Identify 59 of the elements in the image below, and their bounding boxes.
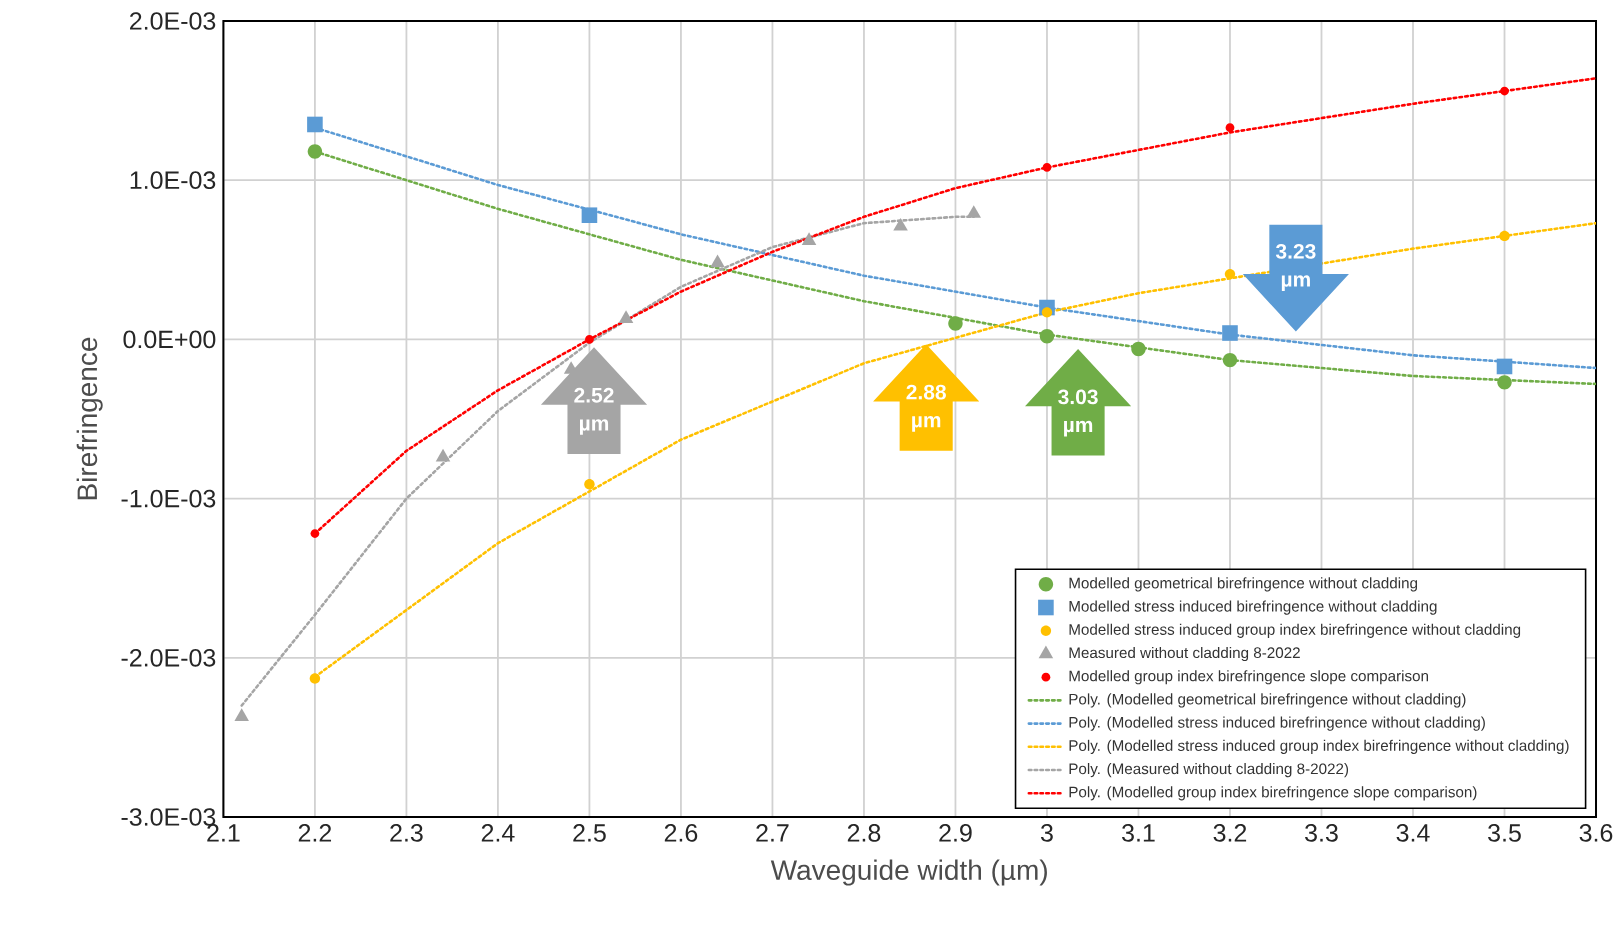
y-tick-label: 2.0E-03 — [130, 12, 216, 30]
x-tick-label: 3.5 — [1488, 824, 1521, 842]
y-tick-label: 0.0E+00 — [123, 330, 216, 349]
point — [1497, 375, 1512, 390]
point — [584, 479, 595, 490]
x-tick-label: 2.9 — [939, 824, 972, 842]
point — [307, 116, 323, 133]
point — [585, 334, 594, 344]
legend-label: Poly. (Modelled stress induced birefringence without cladding) — [1069, 716, 1485, 731]
point — [307, 144, 323, 159]
point — [1499, 230, 1510, 242]
point — [1222, 325, 1238, 341]
x-tick-label: 2.6 — [664, 824, 698, 842]
legend-label: Measured without cladding 8-2022 — [1069, 646, 1300, 662]
point — [1224, 268, 1236, 280]
x-tick-label: 3.2 — [1213, 824, 1247, 842]
x-tick-label: 3.4 — [1396, 824, 1430, 842]
x-tick-label: 2.2 — [298, 824, 332, 842]
legend-label: Modelled group index birefringence slope comparison — [1069, 670, 1428, 685]
point — [1042, 163, 1052, 172]
point — [581, 207, 598, 224]
annotation: 3.03 µm — [1058, 389, 1098, 437]
x-tick-label: 2.7 — [756, 824, 789, 842]
point — [710, 254, 725, 268]
point — [1496, 358, 1513, 375]
legend-label: Poly. (Modelled stress induced group index birefringence without cladding) — [1069, 739, 1569, 754]
x-tick-label: 2.1 — [207, 824, 240, 842]
y-tick-label: -1.0E-03 — [121, 489, 216, 508]
x-tick-label: 2.3 — [390, 824, 423, 842]
point — [310, 529, 320, 539]
x-tick-label: 2.8 — [847, 824, 881, 842]
legend-label: Modelled geometrical birefringence without cladding — [1069, 577, 1418, 592]
x-tick-label: 3 — [1040, 824, 1053, 842]
x-axis-title: Waveguide width (µm) — [770, 859, 1047, 886]
legend-label: Modelled stress induced birefringence without cladding — [1069, 600, 1437, 615]
y-tick-label: -3.0E-03 — [121, 808, 216, 826]
point — [1041, 307, 1053, 318]
annotation: 3.23 µm — [1275, 243, 1316, 291]
point — [1222, 352, 1238, 368]
point — [948, 316, 963, 331]
legend-label: Poly. (Modelled group index birefringence slope comparison) — [1069, 786, 1477, 801]
point — [1225, 123, 1235, 133]
x-tick-label: 2.5 — [573, 824, 606, 842]
legend-label: Poly. (Measured without cladding 8-2022) — [1069, 763, 1349, 778]
x-tick-label: 2.4 — [481, 824, 515, 842]
point — [1131, 341, 1146, 357]
point — [309, 673, 321, 684]
x-tick-label: 3.3 — [1305, 824, 1338, 842]
annotation: 2.52 µm — [574, 387, 614, 435]
legend-label: Poly. (Modelled geometrical birefringence without cladding) — [1069, 693, 1466, 708]
legend-label: Modelled stress induced group index birefringence without cladding — [1069, 623, 1521, 638]
annotation: 2.88 µm — [906, 384, 946, 432]
y-axis-title: Birefringence — [76, 337, 103, 500]
y-tick-label: 1.0E-03 — [130, 171, 216, 190]
y-tick-label: -2.0E-03 — [121, 648, 216, 667]
point — [1039, 329, 1055, 344]
point — [1500, 86, 1509, 96]
x-tick-label: 3.1 — [1122, 824, 1155, 842]
x-tick-label: 3.6 — [1579, 824, 1613, 842]
